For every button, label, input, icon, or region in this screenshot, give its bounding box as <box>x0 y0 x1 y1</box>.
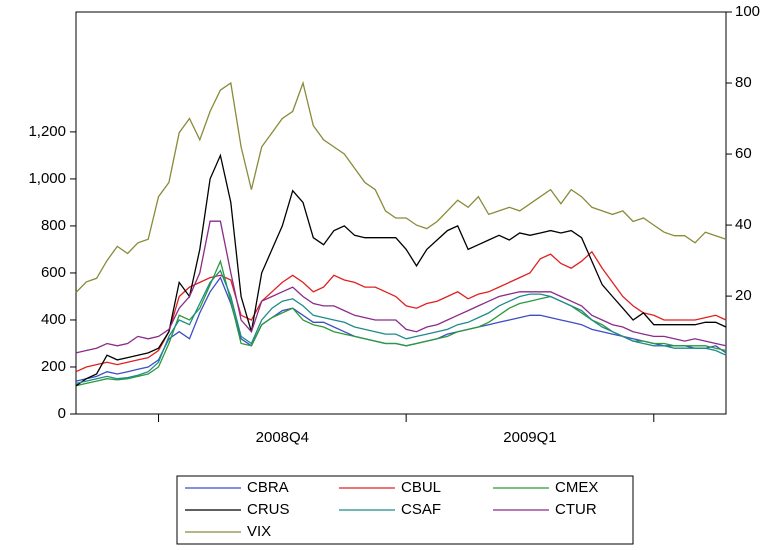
y2-tick-label: 40 <box>735 216 752 233</box>
y-tick-label: 0 <box>58 405 66 422</box>
legend-label: CRUS <box>247 501 290 518</box>
y-tick-label: 1,200 <box>28 123 66 140</box>
y-tick-label: 200 <box>41 358 66 375</box>
legend-box <box>176 475 634 545</box>
series-line <box>75 269 727 385</box>
legend-label: CMEX <box>555 479 598 496</box>
y-tick-label: 400 <box>41 311 66 328</box>
series-line <box>75 153 727 387</box>
series-line <box>75 220 727 354</box>
y2-tick-label: 60 <box>735 145 752 162</box>
series-line <box>75 80 727 293</box>
x-tick-label: 2009Q1 <box>503 429 556 446</box>
series-line <box>75 250 727 373</box>
x-tick-label: 2008Q4 <box>256 429 309 446</box>
y-tick-label: 800 <box>41 217 66 234</box>
plot-frame <box>75 11 727 415</box>
legend-label: CSAF <box>401 501 441 518</box>
series-line <box>75 259 727 387</box>
y-tick-label: 600 <box>41 264 66 281</box>
y2-tick-label: 20 <box>735 287 752 304</box>
y2-tick-label: 100 <box>735 3 760 20</box>
legend-label: VIX <box>247 523 271 540</box>
legend-label: CBRA <box>247 479 289 496</box>
y-tick-label: 1,000 <box>28 170 66 187</box>
legend-label: CBUL <box>401 479 441 496</box>
legend-label: CTUR <box>555 501 597 518</box>
y2-tick-label: 80 <box>735 74 752 91</box>
